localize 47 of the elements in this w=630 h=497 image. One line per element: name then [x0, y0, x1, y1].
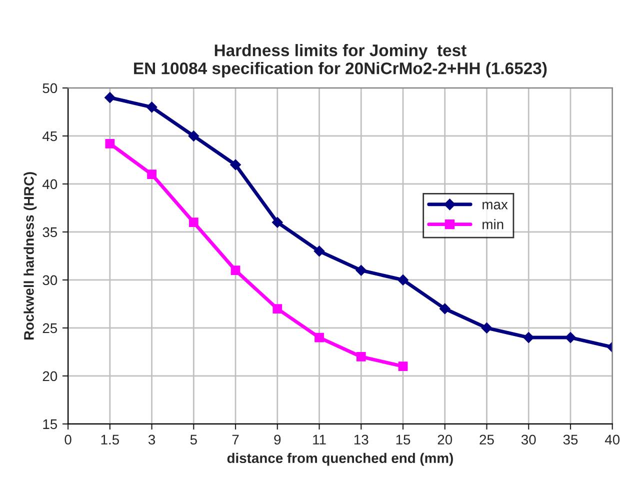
point [272, 304, 282, 314]
point [272, 216, 283, 228]
x-tick-label: 20 [438, 434, 452, 445]
x-tick-label: 25 [480, 434, 494, 445]
x-tick-label: 13 [354, 434, 368, 445]
x-tick-label: 15 [396, 434, 410, 445]
legend-label: min [482, 219, 504, 230]
y-tick-label: 50 [42, 83, 58, 94]
x-tick-label: 0 [64, 434, 72, 445]
legend-label: max [482, 202, 508, 210]
x-tick-label: 35 [563, 434, 578, 445]
point [105, 138, 115, 148]
y-tick-label: 45 [42, 131, 58, 142]
x-tick-label: 40 [604, 434, 620, 445]
point [146, 102, 158, 113]
point [398, 362, 408, 372]
x-tick-label: 30 [521, 434, 536, 445]
point [356, 352, 366, 362]
point [314, 332, 324, 342]
point [230, 266, 240, 276]
point [356, 264, 367, 276]
x-tick-label: 9 [274, 434, 281, 445]
x-tick-label: 5 [190, 434, 197, 445]
point [188, 130, 200, 142]
y-tick-label: 25 [42, 323, 58, 334]
point [147, 170, 156, 180]
x-axis-title: distance from quenched end (mm) [227, 452, 453, 466]
point [188, 218, 198, 228]
point [439, 303, 450, 314]
y-tick-label: 15 [43, 419, 58, 430]
point [230, 159, 241, 170]
y-tick-label: 35 [42, 227, 58, 238]
x-tick-label: 3 [148, 434, 156, 445]
y-tick-label: 40 [42, 179, 58, 190]
point [523, 332, 534, 343]
point [398, 274, 408, 286]
point [565, 332, 576, 343]
y-axis-title: Rockwell hardness (HRC) [24, 172, 37, 340]
x-tick-label: 11 [313, 434, 326, 444]
y-tick-label: 30 [42, 275, 58, 286]
chart-title: Hardness limits for Jominy test EN 10084 specification for 20NiCrMo2-2+HH (1.6523) [134, 44, 547, 78]
y-tick-label: 20 [42, 371, 58, 382]
point [481, 322, 492, 334]
point [314, 246, 325, 257]
x-tick-label: 1.5 [101, 434, 119, 445]
x-tick-label: 7 [232, 434, 239, 444]
point [104, 92, 116, 103]
